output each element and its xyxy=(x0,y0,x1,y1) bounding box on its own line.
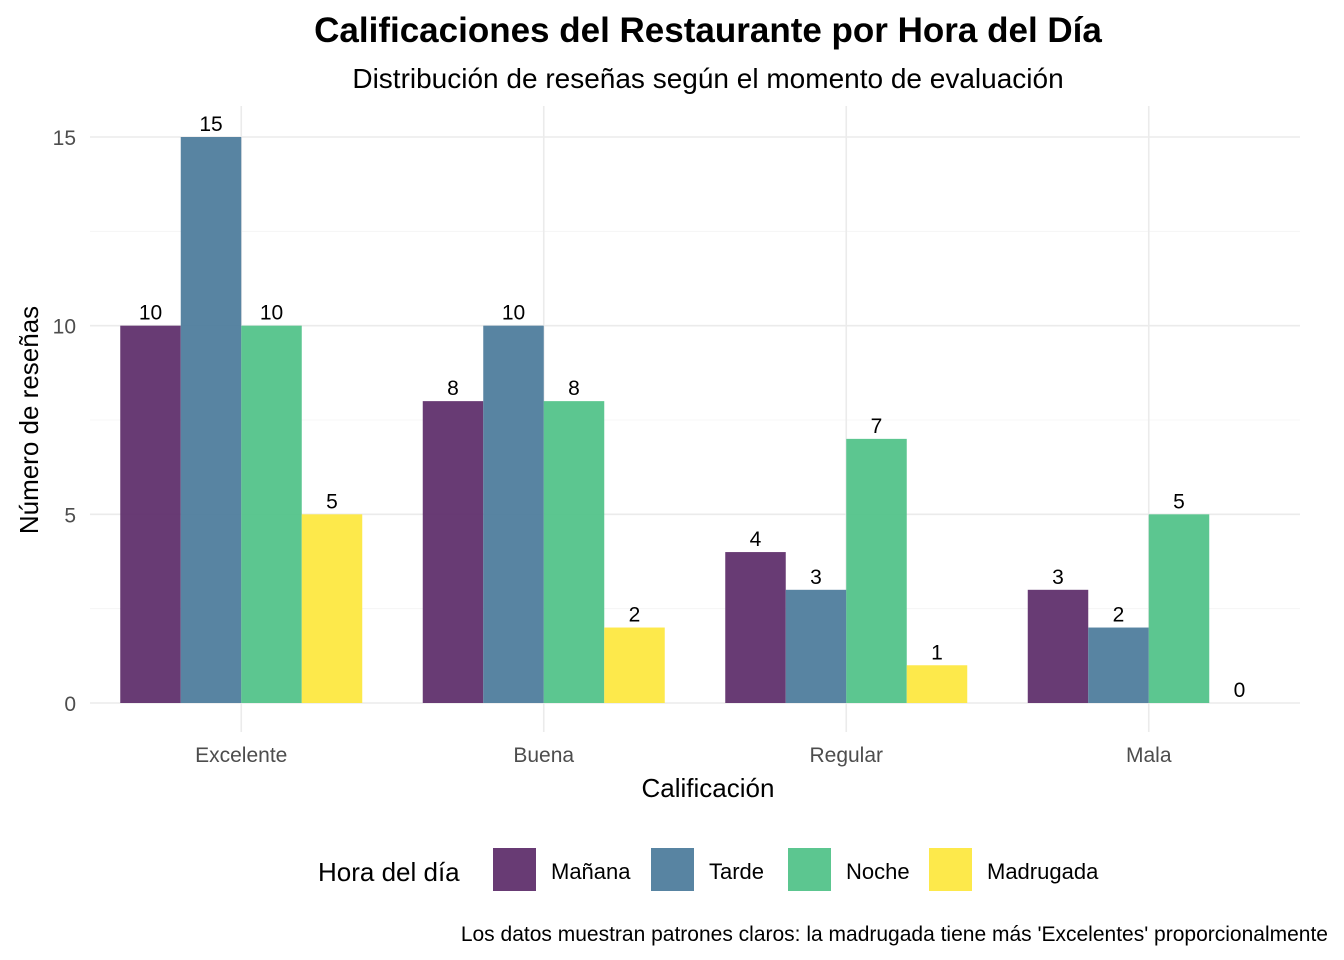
bar-value-label: 0 xyxy=(1234,679,1246,702)
bar xyxy=(906,665,968,703)
x-axis-title: Calificación xyxy=(642,773,775,803)
bar-value-label: 8 xyxy=(447,377,459,400)
bar xyxy=(241,325,302,703)
chart-caption: Los datos muestran patrones claros: la m… xyxy=(461,923,1328,946)
legend-label: Mañana xyxy=(551,859,631,884)
x-tick-label: Buena xyxy=(513,744,574,767)
bar-labels: 10 15 10 5 8 10 8 2 4 3 7 1 3 2 5 0 xyxy=(139,113,1246,702)
bar xyxy=(1088,627,1149,703)
x-tick-label: Excelente xyxy=(195,744,287,767)
bar-value-label: 10 xyxy=(260,302,283,325)
legend-key xyxy=(929,848,972,891)
bar xyxy=(725,552,786,703)
y-axis-ticks: 0 5 10 15 xyxy=(53,127,76,716)
y-tick-label: 0 xyxy=(64,693,76,716)
bar xyxy=(483,325,544,703)
y-tick-label: 10 xyxy=(53,316,76,339)
bar-value-label: 15 xyxy=(199,113,222,136)
bar-value-label: 4 xyxy=(750,528,762,551)
bar-value-label: 3 xyxy=(1052,566,1064,589)
bar xyxy=(785,589,847,703)
bar-value-label: 5 xyxy=(1173,490,1185,513)
bar xyxy=(543,401,605,703)
legend-key xyxy=(651,848,694,891)
bars xyxy=(120,137,1210,703)
bar-value-label: 8 xyxy=(568,377,580,400)
y-tick-label: 15 xyxy=(53,127,76,150)
bar-value-label: 2 xyxy=(1113,604,1125,627)
legend-label: Tarde xyxy=(709,859,764,884)
legend-label: Noche xyxy=(846,859,910,884)
bar xyxy=(1027,589,1089,703)
chart-subtitle: Distribución de reseñas según el momento… xyxy=(352,63,1063,94)
bar-value-label: 1 xyxy=(931,641,943,664)
bar-value-label: 2 xyxy=(629,604,641,627)
y-tick-label: 5 xyxy=(64,504,76,527)
bar xyxy=(301,514,363,703)
bar xyxy=(422,401,484,703)
bar xyxy=(120,325,181,703)
legend-title: Hora del día xyxy=(318,857,460,887)
bar xyxy=(1148,514,1210,703)
y-axis-title: Número de reseñas xyxy=(14,306,44,534)
bar-value-label: 7 xyxy=(871,415,883,438)
bar-value-label: 3 xyxy=(810,566,822,589)
legend-label: Madrugada xyxy=(987,859,1099,884)
x-axis-ticks: Excelente Buena Regular Mala xyxy=(195,744,1172,767)
bar xyxy=(180,137,242,703)
bar-value-label: 5 xyxy=(326,490,338,513)
bar xyxy=(846,438,907,703)
legend: Hora del día Mañana Tarde Noche Madrugada xyxy=(318,848,1099,891)
legend-key xyxy=(493,848,536,891)
bar-value-label: 10 xyxy=(139,302,162,325)
x-tick-label: Mala xyxy=(1126,744,1172,767)
x-tick-label: Regular xyxy=(809,744,883,767)
legend-key xyxy=(788,848,831,891)
bar xyxy=(604,627,665,703)
bar-value-label: 10 xyxy=(502,302,525,325)
chart-title: Calificaciones del Restaurante por Hora … xyxy=(314,11,1102,50)
